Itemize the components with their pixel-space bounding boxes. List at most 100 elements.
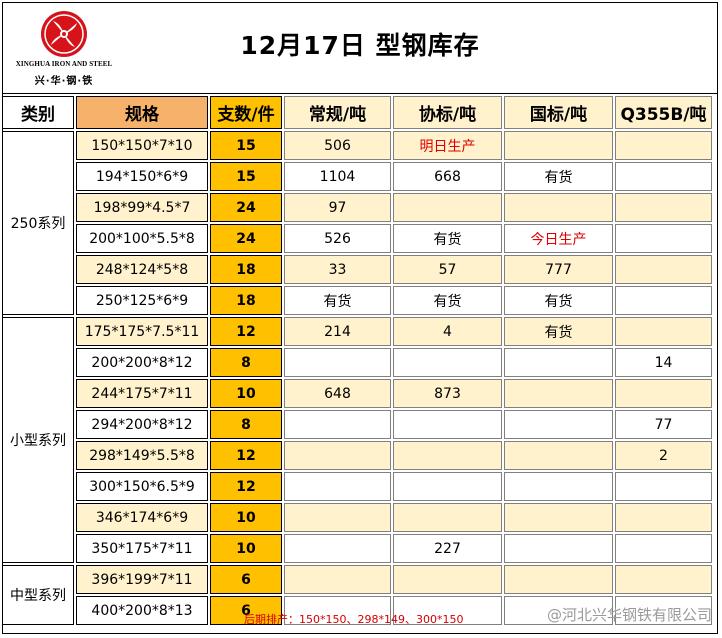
- guobiao-cell: [504, 534, 613, 563]
- guobiao-cell: 777: [504, 255, 613, 284]
- xiebiao-cell: 873: [393, 379, 502, 408]
- changgui-cell: [284, 503, 391, 532]
- xiebiao-cell: [393, 441, 502, 470]
- count-cell: 10: [210, 503, 282, 532]
- q355b-cell: [615, 224, 712, 253]
- count-cell: 18: [210, 255, 282, 284]
- company-logo: XINGHUA IRON AND STEEL 兴·华·钢·铁: [14, 10, 114, 90]
- header-guobiao: 国标/吨: [504, 96, 613, 129]
- table-row: 294*200*8*12 8 77: [2, 410, 712, 439]
- xiebiao-cell: 57: [393, 255, 502, 284]
- guobiao-cell: 有货: [504, 162, 613, 191]
- header-count: 支数/件: [210, 96, 282, 129]
- guobiao-cell: 今日生产: [504, 224, 613, 253]
- xiebiao-cell: [393, 193, 502, 222]
- xiebiao-cell: [393, 596, 502, 625]
- changgui-cell: [284, 348, 391, 377]
- guobiao-cell: [504, 596, 613, 625]
- count-cell: 24: [210, 193, 282, 222]
- changgui-cell: 506: [284, 131, 391, 160]
- q355b-cell: [615, 565, 712, 594]
- footer: 后期排产：150*150、298*149、300*150 @河北兴华钢铁有限公司: [2, 602, 718, 634]
- changgui-cell: 97: [284, 193, 391, 222]
- header-xiebiao: 协标/吨: [393, 96, 502, 129]
- guobiao-cell: [504, 379, 613, 408]
- inventory-table-body: 类别 规格 支数/件 常规/吨 协标/吨 国标/吨 Q355B/吨 250系列 1…: [2, 96, 712, 625]
- guobiao-cell: [504, 503, 613, 532]
- table-row: 346*174*6*9 10: [2, 503, 712, 532]
- changgui-cell: 648: [284, 379, 391, 408]
- count-cell: 12: [210, 317, 282, 346]
- spec-cell: 248*124*5*8: [76, 255, 208, 284]
- q355b-cell: 2: [615, 441, 712, 470]
- page-title: 12月17日 型钢库存: [240, 31, 480, 60]
- group-medium-series: 中型系列: [2, 565, 74, 625]
- count-cell: 8: [210, 348, 282, 377]
- table-row: 200*200*8*12 8 14: [2, 348, 712, 377]
- guobiao-cell: [504, 131, 613, 160]
- changgui-cell: 526: [284, 224, 391, 253]
- table-row: 200*100*5.5*8 24 526 有货 今日生产: [2, 224, 712, 253]
- count-cell: 8: [210, 410, 282, 439]
- count-cell: 15: [210, 162, 282, 191]
- q355b-cell: 14: [615, 348, 712, 377]
- count-cell: 10: [210, 379, 282, 408]
- spec-cell: 350*175*7*11: [76, 534, 208, 563]
- spec-cell: 300*150*6.5*9: [76, 472, 208, 501]
- xiebiao-cell: [393, 348, 502, 377]
- guobiao-cell: 有货: [504, 286, 613, 315]
- spec-cell: 396*199*7*11: [76, 565, 208, 594]
- table-row: 小型系列 175*175*7.5*11 12 214 4 有货: [2, 317, 712, 563]
- q355b-cell: [615, 162, 712, 191]
- count-cell: 24: [210, 224, 282, 253]
- guobiao-cell: [504, 348, 613, 377]
- q355b-cell: [615, 534, 712, 563]
- table-header-row: 类别 规格 支数/件 常规/吨 协标/吨 国标/吨 Q355B/吨: [2, 96, 712, 129]
- changgui-cell: 有货: [284, 286, 391, 315]
- xiebiao-cell: [393, 503, 502, 532]
- changgui-cell: 214: [284, 317, 391, 346]
- count-cell: 6: [210, 565, 282, 594]
- q355b-cell: [615, 472, 712, 501]
- table-row: 中型系列 396*199*7*11 6: [2, 565, 712, 625]
- guobiao-cell: [504, 410, 613, 439]
- table-row: 250系列 150*150*7*10 15 506 明日生产: [2, 131, 712, 315]
- changgui-cell: [284, 410, 391, 439]
- group-250-series: 250系列: [2, 131, 74, 315]
- spec-cell: 298*149*5.5*8: [76, 441, 208, 470]
- spec-cell: 200*100*5.5*8: [76, 224, 208, 253]
- watermark: @河北兴华钢铁有限公司: [546, 606, 712, 624]
- spec-cell: 294*200*8*12: [76, 410, 208, 439]
- guobiao-cell: [504, 193, 613, 222]
- group-small-series: 小型系列: [2, 317, 74, 563]
- xiebiao-cell: 668: [393, 162, 502, 191]
- xiebiao-cell: [393, 565, 502, 594]
- table-row: 250*125*6*9 18 有货 有货 有货: [2, 286, 712, 315]
- spec-cell: 400*200*8*13: [76, 596, 208, 625]
- header-category: 类别: [2, 96, 74, 129]
- xiebiao-cell: 227: [393, 534, 502, 563]
- spec-cell: 198*99*4.5*7: [76, 193, 208, 222]
- q355b-cell: [615, 286, 712, 315]
- xiebiao-cell: [393, 472, 502, 501]
- spec-cell: 244*175*7*11: [76, 379, 208, 408]
- spec-cell: 150*150*7*10: [76, 131, 208, 160]
- spec-cell: 175*175*7.5*11: [76, 317, 208, 346]
- spec-cell: 194*150*6*9: [76, 162, 208, 191]
- xiebiao-cell: 有货: [393, 224, 502, 253]
- header-changgui: 常规/吨: [284, 96, 391, 129]
- table-row: 350*175*7*11 10 227: [2, 534, 712, 563]
- header: XINGHUA IRON AND STEEL 兴·华·钢·铁 12月17日 型钢…: [2, 2, 718, 94]
- guobiao-cell: 有货: [504, 317, 613, 346]
- q355b-cell: 77: [615, 410, 712, 439]
- q355b-cell: [615, 255, 712, 284]
- table-row: 298*149*5.5*8 12 2: [2, 441, 712, 470]
- count-cell: 10: [210, 534, 282, 563]
- logo-emblem-icon: [41, 11, 87, 57]
- spec-cell: 250*125*6*9: [76, 286, 208, 315]
- count-cell: 15: [210, 131, 282, 160]
- spec-cell: 346*174*6*9: [76, 503, 208, 532]
- count-cell: 18: [210, 286, 282, 315]
- q355b-cell: [615, 317, 712, 346]
- guobiao-cell: [504, 441, 613, 470]
